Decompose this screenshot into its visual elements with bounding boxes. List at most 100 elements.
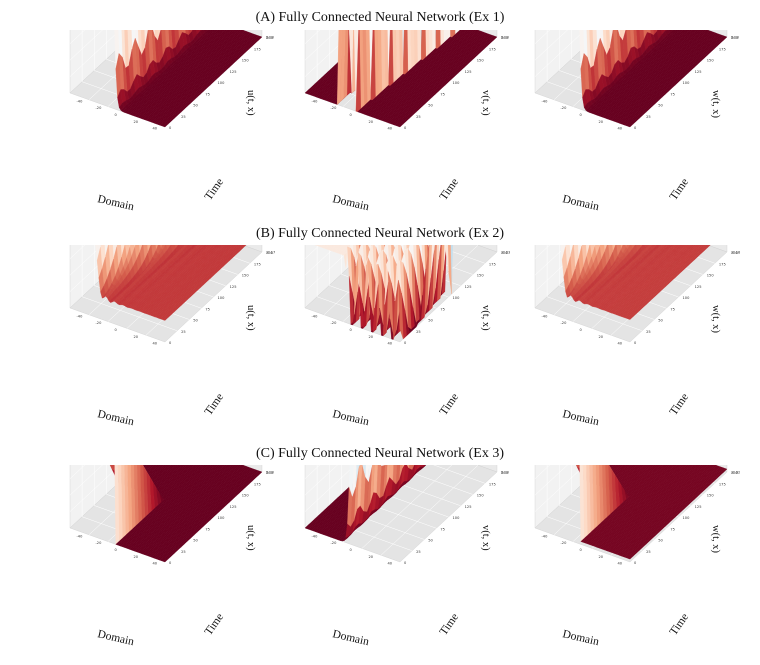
time-tick-label: 125 [465,70,472,74]
x-tick-label: -20 [331,541,338,545]
time-tick-label: 50 [193,539,198,543]
x-tick-label: 20 [599,120,604,124]
x-tick-label: -40 [542,99,549,103]
time-tick-label: 0 [404,341,407,345]
x-axis-label: Domain [331,628,370,648]
time-tick-label: 175 [489,262,496,266]
x-axis-label: Domain [561,628,600,648]
time-tick-label: 125 [695,505,702,509]
time-tick-label: 0 [634,126,637,130]
time-axis-label: Time [203,176,227,202]
time-tick-label: 200 [501,251,509,255]
x-tick-label: 0 [350,548,353,552]
time-tick-label: 0 [404,126,407,130]
time-axis-label: Time [668,391,692,417]
time-tick-label: 175 [489,482,496,486]
x-tick-label: 20 [369,335,374,339]
x-tick-label: 20 [134,555,139,559]
surface-plot-b3: -0.18-0.050.090.220.350.480.610.750.881.… [520,245,745,445]
x-tick-label: 20 [369,120,374,124]
row-a-title: (A) Fully Connected Neural Network (Ex 1… [0,10,760,26]
time-tick-label: 150 [707,59,715,63]
time-tick-label: 200 [501,36,509,40]
z-axis-label: u(t, x) [245,305,256,331]
time-tick-label: 100 [218,516,226,520]
z-axis-label: u(t, x) [245,90,256,116]
x-tick-label: -40 [312,314,319,318]
time-tick-label: 100 [683,81,691,85]
z-axis-label: u(t, x) [245,525,256,551]
x-axis-label: Domain [96,628,135,648]
x-tick-label: -20 [561,106,568,110]
time-tick-label: 200 [266,251,274,255]
x-tick-label: 40 [153,127,158,131]
x-axis-label: Domain [561,408,600,428]
z-axis-label: w(t, x) [710,525,721,553]
time-tick-label: 0 [169,341,172,345]
x-tick-label: 0 [580,328,583,332]
x-tick-label: 40 [388,562,393,566]
time-tick-label: 175 [719,482,726,486]
x-tick-label: 40 [618,562,623,566]
time-tick-label: 150 [242,59,250,63]
time-tick-label: 25 [181,330,186,334]
time-tick-label: 75 [440,307,445,311]
time-tick-label: 50 [658,539,663,543]
time-tick-label: 0 [634,341,637,345]
x-tick-label: 40 [153,342,158,346]
time-tick-label: 100 [218,81,226,85]
x-axis-label: Domain [331,193,370,213]
x-tick-label: 40 [388,127,393,131]
time-tick-label: 175 [719,262,726,266]
time-tick-label: 25 [416,550,421,554]
x-tick-label: -20 [561,321,568,325]
time-tick-label: 175 [719,47,726,51]
surface-plot-a2: 0.000.110.220.330.440.560.670.780.891.00… [290,30,515,230]
x-tick-label: -40 [77,99,84,103]
x-tick-label: -20 [96,541,103,545]
surface-plot-c1: 0.000.110.220.330.440.560.670.780.891.00… [55,465,280,665]
time-tick-label: 25 [646,115,651,119]
time-tick-label: 0 [169,561,172,565]
time-tick-label: 125 [695,285,702,289]
time-axis-label: Time [668,176,692,202]
time-tick-label: 200 [501,471,509,475]
z-axis-label: v(t, x) [480,90,491,116]
x-tick-label: 20 [134,120,139,124]
time-tick-label: 50 [428,539,433,543]
x-tick-label: 0 [580,548,583,552]
time-tick-label: 50 [428,319,433,323]
time-tick-label: 100 [453,296,461,300]
x-tick-label: -40 [77,534,84,538]
time-axis-label: Time [438,176,462,202]
surface-plot-a3: 0.000.110.220.330.440.560.670.780.891.00… [520,30,745,230]
surface-plot-b1: -0.17-0.040.090.220.350.480.610.740.871.… [55,245,280,445]
time-tick-label: 25 [181,550,186,554]
x-tick-label: -20 [96,321,103,325]
time-tick-label: 100 [218,296,226,300]
x-tick-label: 0 [580,113,583,117]
time-axis-label: Time [668,611,692,637]
time-tick-label: 50 [193,319,198,323]
time-tick-label: 100 [453,516,461,520]
z-axis-label: v(t, x) [480,305,491,331]
time-tick-label: 125 [230,285,237,289]
time-tick-label: 125 [465,285,472,289]
z-axis-label: w(t, x) [710,305,721,333]
x-tick-label: 40 [618,127,623,131]
time-tick-label: 175 [254,482,261,486]
surface-plot-c3: -0.020.090.200.320.430.540.660.770.881.0… [520,465,745,665]
time-tick-label: 150 [242,274,250,278]
time-tick-label: 25 [646,330,651,334]
x-axis-label: Domain [561,193,600,213]
time-tick-label: 200 [731,471,739,475]
x-tick-label: 0 [115,548,118,552]
time-tick-label: 75 [205,307,210,311]
time-tick-label: 150 [707,274,715,278]
time-tick-label: 175 [254,262,261,266]
x-tick-label: -40 [542,534,549,538]
time-tick-label: 75 [440,92,445,96]
time-tick-label: 200 [266,471,274,475]
z-axis-label: w(t, x) [710,90,721,118]
time-tick-label: 25 [646,550,651,554]
